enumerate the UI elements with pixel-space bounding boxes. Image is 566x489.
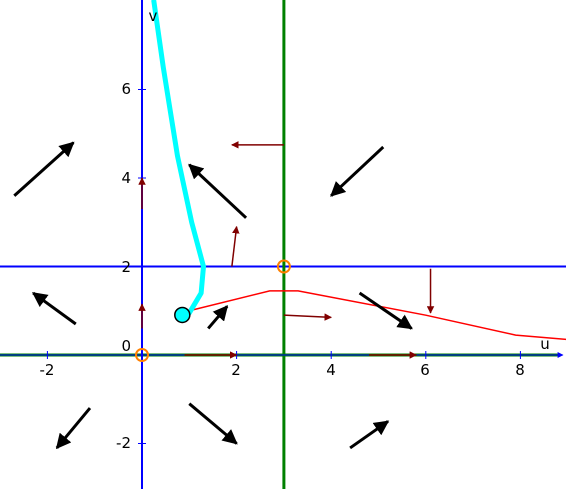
tick-labels: -2 2 4 6 8 -2 2 4 6 0 u v — [40, 7, 550, 452]
direction-arrow — [31, 291, 77, 326]
points-layer — [135, 259, 291, 362]
direction-arrow — [358, 291, 413, 330]
x-tick-label: 2 — [231, 361, 241, 379]
direction-arrow — [188, 402, 238, 445]
x-tick-label: 4 — [326, 361, 336, 379]
equilibrium-point — [135, 348, 149, 362]
y-axis-label: v — [149, 7, 158, 25]
direction-arrow — [13, 141, 75, 197]
equilibrium-point — [276, 259, 291, 274]
direction-arrow — [55, 407, 92, 450]
x-axis-label: u — [540, 335, 550, 353]
x-tick-label: 8 — [515, 361, 525, 379]
origin-label: 0 — [121, 337, 131, 355]
direction-field-dark — [13, 141, 413, 450]
y-tick-label: 4 — [121, 169, 131, 187]
direction-field-red — [138, 141, 435, 359]
direction-arrow — [207, 305, 229, 330]
x-tick-label: 6 — [420, 361, 430, 379]
red-direction-arrow — [283, 313, 332, 321]
red-curve — [189, 290, 566, 341]
direction-arrow — [349, 420, 390, 450]
direction-arrow — [330, 145, 385, 197]
y-tick-label: -2 — [116, 434, 131, 452]
y-tick-label: 6 — [121, 80, 131, 98]
red-direction-arrow — [231, 225, 240, 267]
trajectory-start-point — [174, 306, 191, 324]
trajectory-curve — [151, 0, 206, 316]
y-tick-label: 2 — [121, 258, 131, 276]
direction-arrow — [188, 163, 248, 219]
x-tick-label: -2 — [40, 361, 55, 379]
